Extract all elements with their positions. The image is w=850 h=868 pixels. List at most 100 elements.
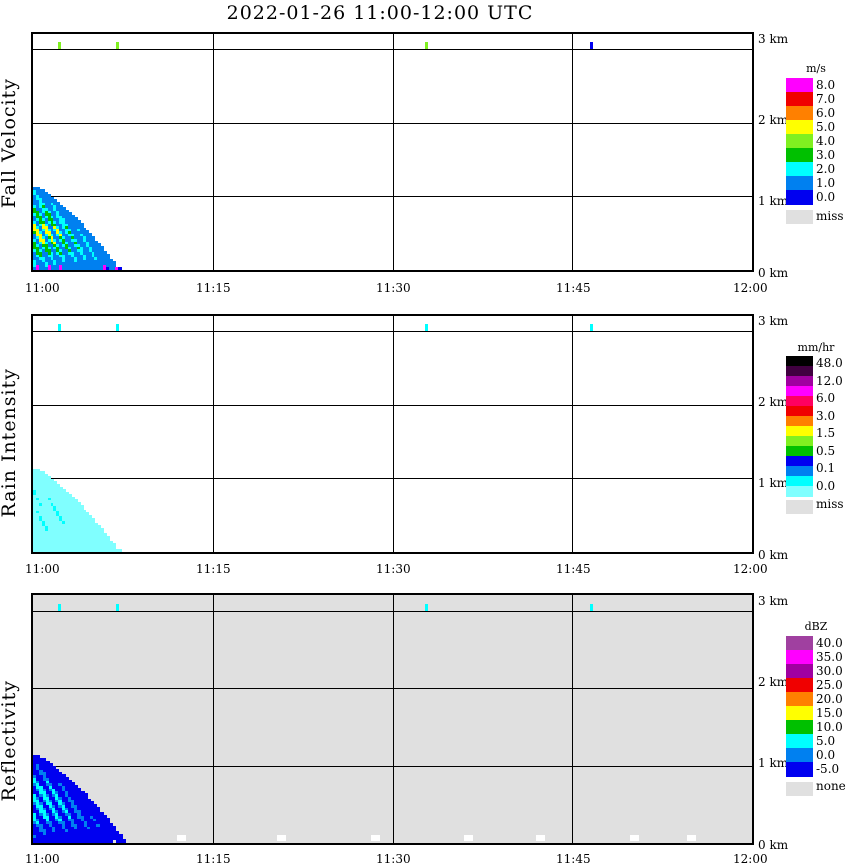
data-cell [68,504,72,509]
data-cell [100,256,104,260]
data-cell [94,245,99,250]
data-cell [74,823,79,827]
data-cell [100,266,104,270]
data-cell [36,831,41,835]
data-cell [65,535,69,540]
data-cell [115,831,120,835]
data-cell [56,509,61,514]
data-cell [41,525,46,529]
data-cell [86,801,91,806]
data-cell [59,502,64,506]
data-cell [64,817,69,822]
data-cell [39,804,44,808]
data-cell [33,471,37,475]
data-cell [47,238,52,242]
data-cell [48,812,53,816]
data-cell [52,768,56,773]
data-cell [59,232,64,237]
data-cell [93,831,98,835]
data-cell [71,256,75,260]
data-cell [99,814,104,819]
data-cell [68,514,72,519]
data-cell [93,836,98,841]
data-cell [88,256,93,260]
data-cell [41,217,46,221]
data-cell [112,833,117,838]
data-cell [33,538,37,542]
data-cell [64,814,69,819]
data-cell [83,809,88,814]
data-cell [68,520,72,524]
data-cell [93,806,98,811]
data-cell [103,261,107,265]
data-cell [50,196,55,201]
colorbar-tick-label: 5.0 [816,734,836,749]
data-cell [38,230,43,234]
data-cell [62,258,66,263]
data-cell [86,812,91,816]
data-cell [56,232,61,237]
data-cell [35,238,40,242]
data-cell [59,240,64,245]
data-cell [44,248,49,252]
data-cell [53,227,58,232]
data-cell [59,230,64,234]
data-cell [38,204,43,209]
data-cell [94,251,99,255]
data-cell [85,253,90,258]
data-cell [55,774,60,778]
data-cell [91,517,96,521]
data-cell [82,248,87,252]
data-cell [73,245,78,250]
data-cell [71,817,76,822]
data-cell [33,817,37,822]
data-cell [61,793,66,797]
data-cell [91,520,96,524]
data-cell [33,186,37,190]
data-cell [91,245,96,250]
data-cell [68,535,72,540]
data-cell [71,517,75,521]
data-cell [83,801,88,806]
data-cell [36,760,41,765]
data-cell [48,820,53,824]
data-cell [59,235,64,239]
data-cell [58,798,63,803]
data-cell [50,545,55,550]
data-cell [33,483,37,488]
data-cell [82,535,87,540]
data-cell [53,232,58,237]
data-cell [88,248,93,252]
data-cell [96,825,101,830]
data-cell [35,212,40,216]
data-cell [76,227,81,232]
data-cell [39,768,44,773]
data-cell [80,839,85,843]
data-cell [109,839,114,843]
data-cell [44,220,49,224]
data-cell [97,538,102,542]
data-cell [53,243,58,247]
data-cell [61,804,66,808]
data-cell [65,220,69,224]
xtick-1115-p1: 11:15 [196,281,231,295]
data-cell [53,238,58,242]
data-cell [38,543,43,547]
data-cell [96,833,101,838]
data-cell [35,199,40,203]
data-cell [44,227,49,232]
data-cell [35,217,40,221]
data-cell [94,545,99,550]
data-cell [36,839,41,843]
data-cell [73,509,78,514]
data-cell [41,261,46,265]
data-cell [50,225,55,229]
data-cell [88,266,93,270]
data-cell [47,196,52,201]
data-cell [59,204,64,209]
colorbar-band [786,636,813,651]
data-cell [38,194,43,198]
data-cell [58,806,63,811]
data-cell [68,261,72,265]
colorbar-tick-label: 0.0 [816,190,836,205]
